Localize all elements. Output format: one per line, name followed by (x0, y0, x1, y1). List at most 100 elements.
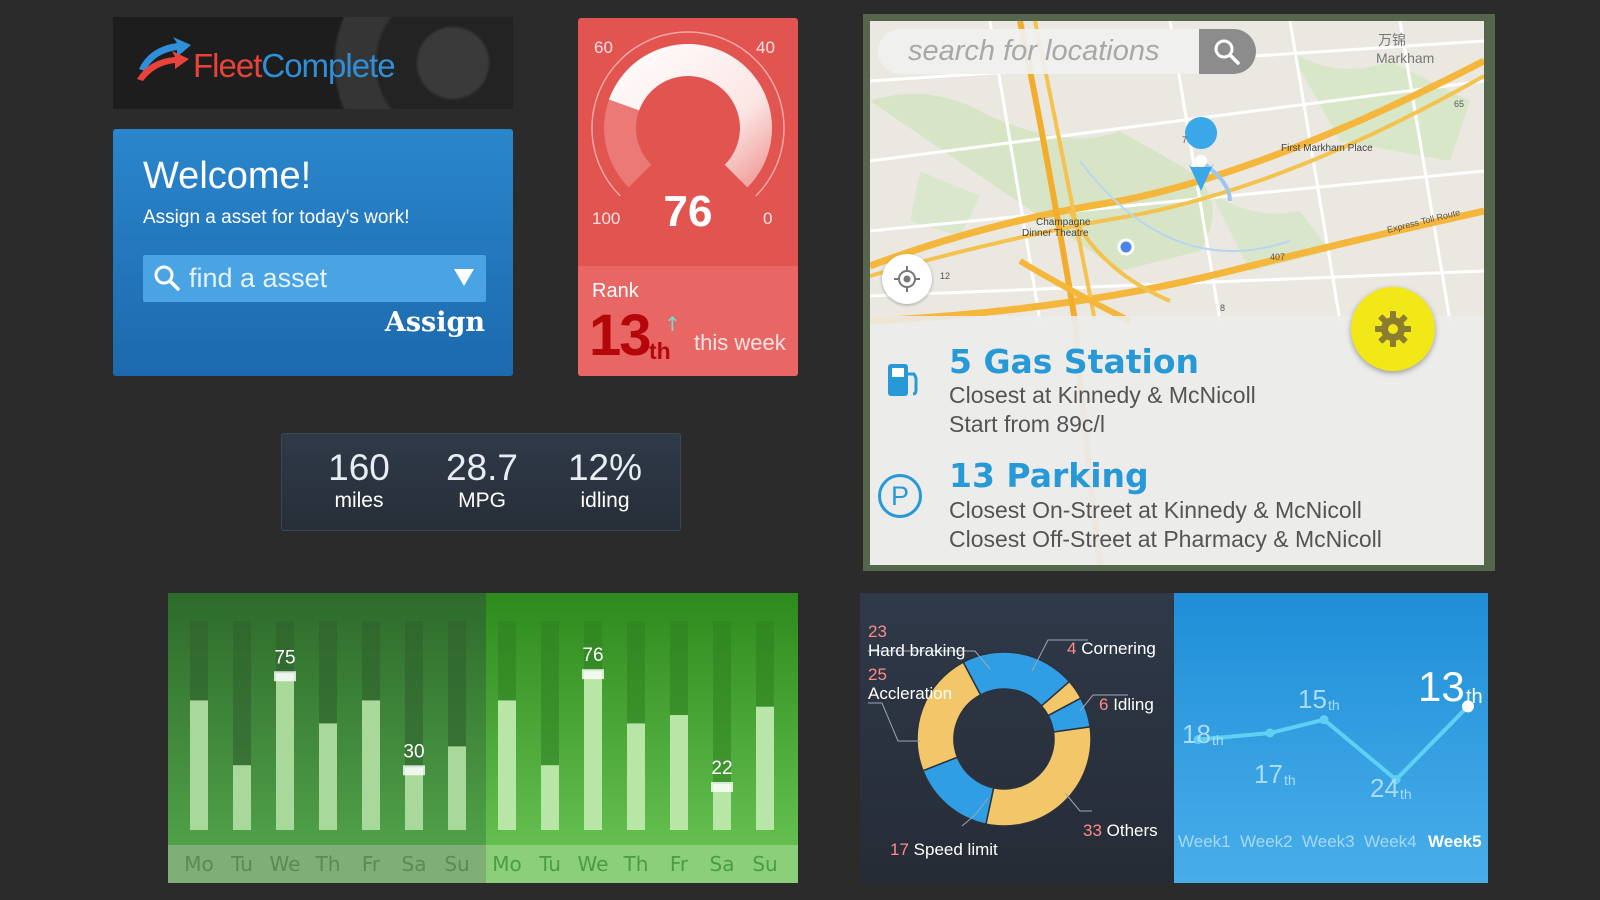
rank-point (1265, 728, 1275, 738)
gauge-tick-0: 0 (763, 209, 772, 228)
bar-data-label: 75 (274, 647, 295, 668)
assign-button[interactable]: Assign (384, 307, 485, 338)
asset-search-dropdown[interactable]: find a asset (143, 255, 486, 302)
week-tick-label: Week2 (1240, 832, 1293, 851)
parking-title[interactable]: 13 Parking (949, 456, 1149, 495)
map-label-markham: Markham (1376, 50, 1434, 66)
stat-label: miles (334, 489, 384, 512)
slice-value: 6 (1099, 695, 1109, 714)
location-search-bar (878, 29, 1256, 74)
rank-point-suffix: th (1466, 686, 1483, 708)
slice-value: 23 (868, 622, 887, 641)
gauge-fill (608, 44, 772, 188)
slice-label: Speed limit (913, 840, 998, 859)
rank-up-arrow-icon: ↑ (664, 312, 681, 336)
bar-category-label: We (578, 852, 609, 876)
bar (362, 700, 380, 830)
bar (627, 723, 645, 830)
slice-label: Idling (1113, 695, 1154, 714)
gas-station-line-1: Closest at Kinnedy & McNicoll (949, 382, 1256, 408)
map-label-markham-cn: 万锦 (1378, 32, 1406, 49)
bar (448, 746, 466, 830)
gas-station-title[interactable]: 5 Gas Station (949, 342, 1199, 381)
donut-label-idling: 6 Idling (1099, 695, 1154, 715)
location-search-input[interactable] (908, 34, 1198, 68)
gauge-tick-60: 60 (594, 38, 613, 57)
gas-station-icon (888, 364, 918, 396)
map-label-champagne: Champagne (1036, 217, 1091, 228)
current-position-dot (1117, 238, 1135, 256)
rank-number: 13 (589, 303, 651, 368)
stat-value: 12% (567, 447, 643, 488)
chart-axis-band-2 (486, 845, 798, 883)
rank-point-label: 18 (1182, 719, 1211, 749)
rank-point-label: 13 (1418, 663, 1465, 710)
my-location-button[interactable] (882, 254, 932, 304)
rank-period: this week (694, 330, 786, 355)
bar-category-label: Tu (538, 852, 561, 876)
bar-category-label: We (270, 852, 301, 876)
bar-highlight (274, 671, 296, 682)
gauge-outer-ring (591, 31, 785, 197)
search-icon (154, 265, 180, 291)
gear-icon (1375, 311, 1411, 347)
gauge-tick-100: 100 (592, 209, 620, 228)
welcome-title: Welcome! (143, 155, 312, 197)
driving-events-card: 23 Hard braking 4 Cornering 6 Idling 25 Ac… (860, 593, 1174, 883)
map-road-12: 12 (940, 271, 950, 281)
welcome-subtitle: Assign a asset for today's work! (143, 207, 410, 228)
donut-label-cornering: 4 Cornering (1067, 639, 1156, 659)
slice-label: Hard braking (868, 641, 966, 660)
rank-point (1319, 715, 1329, 725)
slice-value: 4 (1067, 639, 1077, 658)
rank-point-label: 24 (1370, 773, 1399, 803)
donut-label-others: 33 Others (1083, 821, 1158, 841)
bar-highlight (582, 669, 604, 680)
donut-label-accleration: 25 Accleration (868, 666, 952, 704)
rank-point-suffix: th (1400, 786, 1412, 802)
bar-category-label: Su (444, 852, 469, 876)
bar (584, 671, 602, 830)
bar-category-label: Mo (492, 852, 522, 876)
bar (319, 723, 337, 830)
stat-idling: 12% idling (545, 447, 665, 513)
bar (541, 765, 559, 830)
slice-label: Accleration (868, 684, 953, 703)
search-button[interactable] (1199, 29, 1256, 74)
donut-label-speed-limit: 17 Speed limit (890, 840, 998, 860)
settings-button[interactable] (1351, 287, 1435, 371)
map-label-dinner-theatre: Dinner Theatre (1022, 228, 1089, 239)
week-tick-label: Week4 (1364, 832, 1417, 851)
logo-swoosh-icon (137, 37, 191, 81)
bar (405, 767, 423, 830)
gauge-value: 76 (664, 187, 713, 236)
bar (713, 784, 731, 830)
map-road-407: 407 (1270, 252, 1285, 262)
gas-station-line-2: Start from 89c/l (949, 411, 1105, 437)
bar (670, 715, 688, 830)
driving-events-donut (868, 639, 1128, 827)
rank-point-label: 17 (1254, 759, 1283, 789)
bar-category-label: Sa (402, 852, 427, 876)
bar (233, 765, 251, 830)
slice-label: Others (1106, 821, 1158, 840)
map-view[interactable]: 万锦 Markham First Markham Place Champagne… (870, 21, 1484, 565)
stat-value: 160 (328, 447, 390, 488)
bar-highlight (403, 765, 425, 776)
bar-data-label: 30 (403, 741, 424, 762)
rank-trend-line (1197, 704, 1470, 782)
parking-icon: P (878, 474, 922, 518)
week-tick-label: Week1 (1178, 832, 1231, 851)
gauge-tick-40: 40 (756, 38, 775, 57)
bar (190, 700, 208, 830)
fleetcomplete-logo: FleetComplete (113, 17, 513, 109)
weekly-score-bar-chart: Mo Tu 75 We Th Fr 30 Sa Su Mo Tu 76 We Th Fr 22 Sa Su (168, 593, 798, 883)
stat-miles: 160 miles (299, 447, 419, 513)
dropdown-arrow-icon[interactable] (454, 269, 474, 286)
bar-category-label: Th (315, 852, 341, 876)
bar-category-label: Mo (184, 852, 214, 876)
location-pin-icon[interactable] (1185, 117, 1218, 191)
search-icon (1214, 39, 1240, 65)
stat-label: MPG (458, 489, 506, 512)
